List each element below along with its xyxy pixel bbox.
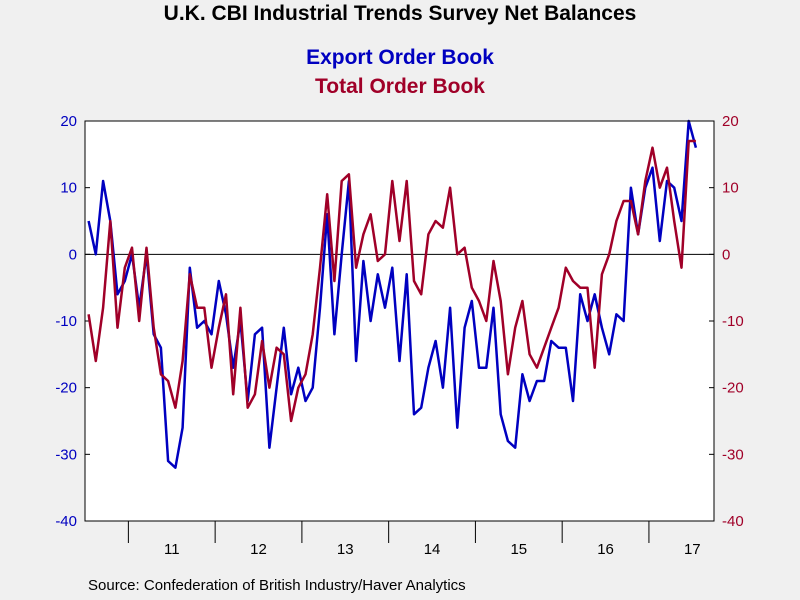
y-right-tick-label: 20 — [722, 113, 739, 130]
series-line-total-order-book — [87, 139, 696, 423]
y-right-tick-label: -30 — [722, 446, 744, 463]
subtitle-total: Total Order Book — [315, 75, 485, 98]
plot-background — [85, 121, 714, 521]
y-left-tick-label: -30 — [55, 446, 77, 463]
series-line-export-order-book — [87, 119, 698, 469]
y-right-tick-label: -20 — [722, 380, 744, 397]
x-tick-label: 16 — [597, 541, 614, 558]
y-right-tick-label: -40 — [722, 513, 744, 530]
x-tick-label: 14 — [424, 541, 441, 558]
y-left-tick-label: -20 — [55, 380, 77, 397]
y-right-tick-label: -10 — [722, 313, 744, 330]
x-tick-label: 12 — [250, 541, 267, 558]
plot-border — [84, 120, 715, 522]
x-tick-label: 17 — [684, 541, 701, 558]
plot-area: 20 20 10 10 0 0 -10 -10 -20 -20 -30 -30 -40 -40 11 12 13… — [55, 113, 743, 558]
y-left-tick-label: 20 — [60, 113, 77, 130]
y-left-tick-label: -40 — [55, 513, 77, 530]
y-right-tick-label: 10 — [722, 180, 739, 197]
x-tick-label: 15 — [510, 541, 527, 558]
x-tick-label: 11 — [164, 541, 180, 558]
y-left-tick-label: 10 — [60, 180, 77, 197]
subtitle-export: Export Order Book — [306, 46, 494, 69]
source-note: Source: Confederation of British Industr… — [88, 577, 466, 594]
y-left-tick-label: -10 — [55, 313, 77, 330]
y-left-tick-label: 0 — [69, 246, 77, 263]
x-tick-label: 13 — [337, 541, 354, 558]
chart-title: U.K. CBI Industrial Trends Survey Net Ba… — [163, 2, 637, 25]
y-right-tick-label: 0 — [722, 246, 730, 263]
